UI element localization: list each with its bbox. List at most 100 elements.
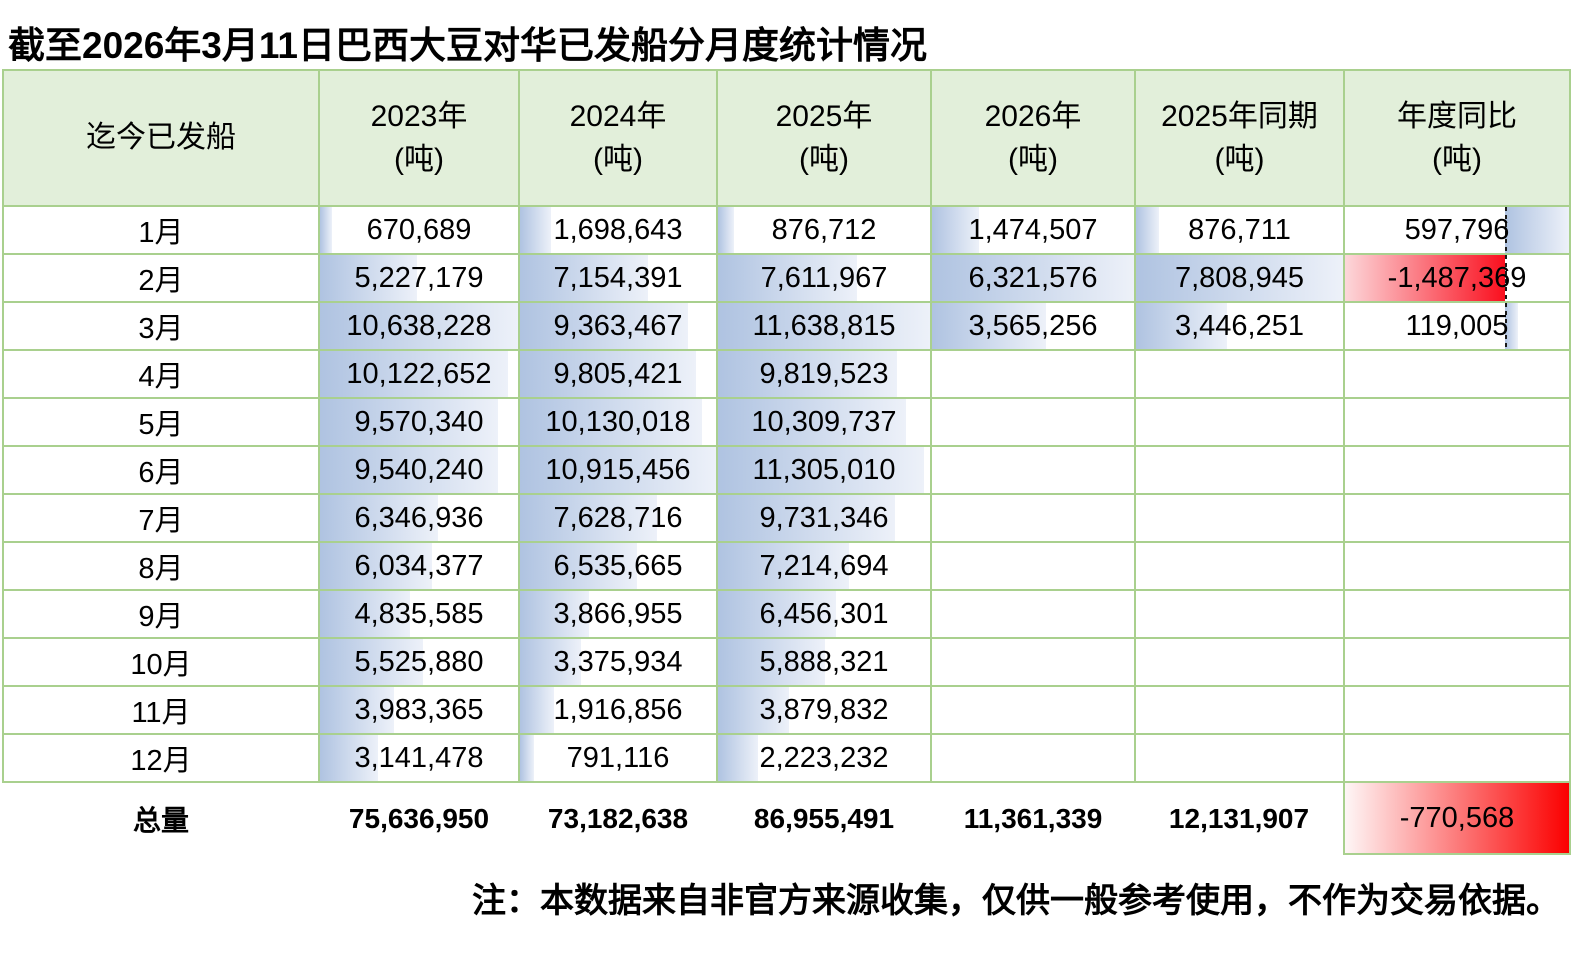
table-row-1月: 1月 670,689 1,698,643 876,712 1,474,507 876,71… bbox=[2, 205, 1571, 255]
value-cell-y2024: 3,866,955 bbox=[518, 589, 718, 639]
unit-label: (吨) bbox=[394, 143, 444, 176]
year-label: 2026年 bbox=[984, 99, 1082, 133]
data-bar bbox=[521, 352, 697, 396]
data-bar bbox=[521, 208, 551, 252]
totals-value-cell-y2025: 86,955,491 bbox=[753, 802, 895, 834]
value-cell-y2023: 3,141,478 bbox=[318, 733, 520, 783]
data-bar bbox=[1137, 304, 1228, 348]
cell-value: 5,888,321 bbox=[759, 645, 889, 678]
data-bar bbox=[719, 448, 924, 492]
month-label-cell: 12月 bbox=[2, 733, 320, 783]
table-row-7月: 7月 6,346,936 7,628,716 9,731,346 bbox=[2, 493, 1571, 543]
value-cell-yoy bbox=[1343, 397, 1571, 447]
month-label-cell: 2月 bbox=[2, 253, 320, 303]
value-cell-y2024: 1,698,643 bbox=[518, 205, 718, 255]
value-cell-prior2025 bbox=[1134, 493, 1345, 543]
value-cell-prior2025 bbox=[1134, 589, 1345, 639]
year-header-cell-prior2025: 2025年同期 (吨) bbox=[1134, 69, 1345, 207]
cell-value: 3,375,934 bbox=[553, 645, 683, 678]
year-label: 年度同比 bbox=[1397, 99, 1517, 133]
data-bar bbox=[521, 592, 590, 636]
value-cell-y2025: 9,731,346 bbox=[716, 493, 932, 543]
month-label-cell: 4月 bbox=[2, 349, 320, 399]
data-bar bbox=[1137, 208, 1160, 252]
zero-axis-line bbox=[1504, 256, 1507, 300]
year-label: 2025年同期 bbox=[1161, 99, 1318, 133]
value-cell-y2023: 10,638,228 bbox=[318, 301, 520, 351]
value-cell-y2026: 1,474,507 bbox=[930, 205, 1136, 255]
year-header-cell-yoy: 年度同比 (吨) bbox=[1343, 69, 1571, 207]
data-bar bbox=[933, 208, 980, 252]
data-bar bbox=[1137, 256, 1342, 300]
value-cell-y2023: 10,122,652 bbox=[318, 349, 520, 399]
data-bar bbox=[321, 688, 395, 732]
header-row: 迄今已发船 2023年 (吨) 2024年 (吨) 2025年 (吨) 2026年 (吨) 202… bbox=[2, 69, 1571, 207]
value-cell-prior2025 bbox=[1134, 637, 1345, 687]
footnote: 注：本数据来自非官方来源收集，仅供一般参考使用，不作为交易依据。 bbox=[472, 882, 1560, 920]
unit-label: (吨) bbox=[799, 143, 849, 176]
value-cell-y2026: 6,321,576 bbox=[930, 253, 1136, 303]
cell-value: 6,034,377 bbox=[354, 549, 484, 582]
value-cell-y2025: 7,214,694 bbox=[716, 541, 932, 591]
data-bar bbox=[521, 640, 581, 684]
value-cell-y2025: 3,879,832 bbox=[716, 685, 932, 735]
unit-label: (吨) bbox=[593, 143, 643, 176]
value-cell-yoy bbox=[1343, 733, 1571, 783]
value-cell-y2026 bbox=[930, 589, 1136, 639]
cell-value: 3,446,251 bbox=[1174, 309, 1304, 342]
data-bar bbox=[521, 544, 638, 588]
cell-value: -1,487,369 bbox=[1387, 261, 1527, 294]
data-bar bbox=[321, 544, 433, 588]
value-cell-y2025: 876,712 bbox=[716, 205, 932, 255]
value-cell-y2024: 1,916,856 bbox=[518, 685, 718, 735]
table-row-6月: 6月 9,540,240 10,915,456 11,305,010 bbox=[2, 445, 1571, 495]
value-cell-y2025: 9,819,523 bbox=[716, 349, 932, 399]
cell-value: 3,866,955 bbox=[553, 597, 683, 630]
data-bar bbox=[719, 400, 906, 444]
month-label-cell: 5月 bbox=[2, 397, 320, 447]
data-bar bbox=[719, 544, 850, 588]
value-cell-y2025: 10,309,737 bbox=[716, 397, 932, 447]
value-cell-y2026 bbox=[930, 685, 1136, 735]
data-bar bbox=[1504, 304, 1518, 348]
cell-value: 5,227,179 bbox=[354, 261, 484, 294]
cell-value: 6,321,576 bbox=[968, 261, 1098, 294]
data-bar bbox=[521, 688, 555, 732]
value-cell-yoy bbox=[1343, 637, 1571, 687]
value-cell-y2026: 3,565,256 bbox=[930, 301, 1136, 351]
value-cell-y2024: 791,116 bbox=[518, 733, 718, 783]
value-cell-y2023: 6,346,936 bbox=[318, 493, 520, 543]
value-cell-yoy bbox=[1343, 445, 1571, 495]
data-bar bbox=[521, 448, 715, 492]
cell-value: 11,305,010 bbox=[752, 453, 896, 486]
value-cell-y2024: 9,363,467 bbox=[518, 301, 718, 351]
cell-value: 9,805,421 bbox=[553, 357, 683, 390]
value-cell-y2024: 3,375,934 bbox=[518, 637, 718, 687]
data-bar bbox=[321, 448, 498, 492]
table-body: 1月 670,689 1,698,643 876,712 1,474,507 876,71… bbox=[2, 205, 1571, 855]
year-label: 2024年 bbox=[569, 99, 667, 133]
value-cell-prior2025: 7,808,945 bbox=[1134, 253, 1345, 303]
value-cell-prior2025 bbox=[1134, 445, 1345, 495]
value-cell-y2025: 6,456,301 bbox=[716, 589, 932, 639]
value-cell-y2026 bbox=[930, 637, 1136, 687]
value-cell-yoy: 597,796 bbox=[1343, 205, 1571, 255]
page-title: 截至2026年3月11日巴西大豆对华已发船分月度统计情况 bbox=[8, 25, 928, 66]
unit-label: (吨) bbox=[1008, 143, 1058, 176]
cell-value: 9,363,467 bbox=[553, 309, 683, 342]
unit-label: (吨) bbox=[1214, 143, 1265, 176]
cell-value: 6,535,665 bbox=[553, 549, 683, 582]
month-label-cell: 1月 bbox=[2, 205, 320, 255]
data-bar bbox=[719, 592, 836, 636]
data-bar bbox=[933, 256, 1133, 300]
table-row-9月: 9月 4,835,585 3,866,955 6,456,301 bbox=[2, 589, 1571, 639]
cell-value: 6,346,936 bbox=[354, 501, 484, 534]
shipments-table: 迄今已发船 2023年 (吨) 2024年 (吨) 2025年 (吨) 2026年 (吨) 202… bbox=[2, 69, 1571, 855]
table-row-12月: 12月 3,141,478 791,116 2,223,232 bbox=[2, 733, 1571, 783]
month-label-cell: 8月 bbox=[2, 541, 320, 591]
year-header-cell-y2026: 2026年 (吨) bbox=[930, 69, 1136, 207]
value-cell-y2025: 11,305,010 bbox=[716, 445, 932, 495]
cell-value: 5,525,880 bbox=[354, 645, 484, 678]
value-cell-y2024: 10,130,018 bbox=[518, 397, 718, 447]
cell-value: 2,223,232 bbox=[759, 741, 889, 774]
